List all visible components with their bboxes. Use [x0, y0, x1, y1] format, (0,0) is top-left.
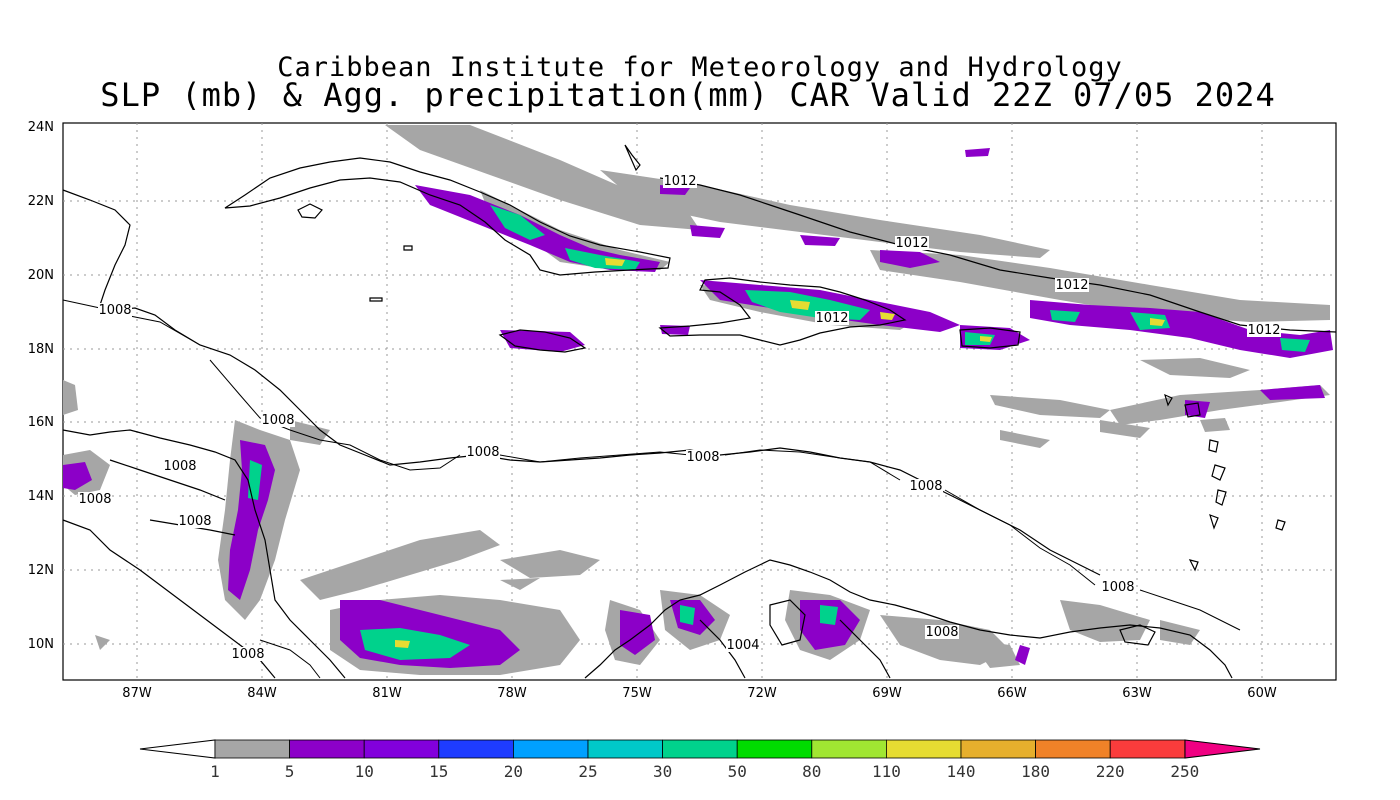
isobar-1008-mid-2: 1008 — [686, 450, 719, 465]
precip-intense-areas — [395, 258, 1165, 648]
colorbar-label-1: 1 — [210, 762, 220, 781]
lon-label-63w: 63W — [1122, 686, 1152, 701]
isobar-label-bg — [925, 625, 959, 639]
lon-label-72w: 72W — [747, 686, 777, 701]
colorbar-label-30: 30 — [653, 762, 672, 781]
colorbar-high-arrow — [1184, 739, 1261, 759]
lat-label-22n: 22N — [28, 194, 54, 209]
lat-label-10n: 10N — [28, 637, 54, 652]
lat-label-18n: 18N — [28, 342, 54, 357]
lon-label-81w: 81W — [372, 686, 402, 701]
isobar-1012-east: 1012 — [1247, 323, 1280, 338]
isobar-1008-panama: 1008 — [231, 647, 264, 662]
chart-subtitle: SLP (mb) & Agg. precipitation(mm) CAR Va… — [100, 76, 1276, 114]
lon-label-69w: 69W — [872, 686, 902, 701]
lon-label-66w: 66W — [997, 686, 1027, 701]
isobar-1008-central-am-3: 1008 — [178, 514, 211, 529]
isobar-1008-central-am-1: 1008 — [163, 459, 196, 474]
precipitation-colorbar: 1 5 10 15 20 25 30 50 80 110 140 180 220 250 — [139, 739, 1261, 781]
longitude-labels: 87W 84W 81W 78W 75W 72W 69W 66W 63W 60W — [122, 686, 1277, 701]
colorbar-label-250: 250 — [1170, 762, 1199, 781]
lon-label-78w: 78W — [497, 686, 527, 701]
precip-light-areas — [63, 125, 1330, 675]
lat-label-16n: 16N — [28, 415, 54, 430]
isobar-labels: 1012 1012 1012 1012 1012 1008 1008 1008 1008 1008… — [78, 174, 1281, 662]
colorbar-cell-1 — [289, 739, 365, 759]
lat-label-12n: 12N — [28, 563, 54, 578]
isobar-label-bg — [895, 236, 929, 250]
isobar-label-bg — [1247, 323, 1281, 337]
isobar-label-bg — [815, 311, 849, 325]
isobar-label-bg — [98, 303, 132, 317]
colorbar-label-220: 220 — [1096, 762, 1125, 781]
isobar-1008-venezuela: 1008 — [925, 625, 958, 640]
colorbar-cell-9 — [886, 739, 962, 759]
lon-label-60w: 60W — [1247, 686, 1277, 701]
isobar-1008-mid-1: 1008 — [466, 445, 499, 460]
isobar-1004-colombia: 1004 — [726, 638, 759, 653]
isobar-label-bg — [466, 445, 500, 459]
colorbar-cell-8 — [811, 739, 887, 759]
isobar-label-bg — [231, 647, 265, 661]
colorbar-cell-2 — [363, 739, 440, 759]
isobar-label-bg — [78, 492, 112, 506]
isobar-label-bg — [178, 514, 212, 528]
isobar-label-bg — [163, 459, 197, 473]
isobar-label-bg — [663, 174, 697, 188]
isobar-label-bg — [726, 638, 760, 652]
colorbar-label-15: 15 — [429, 762, 448, 781]
latitude-labels: 24N 22N 20N 18N 16N 14N 12N 10N — [28, 120, 54, 652]
isobar-label-bg — [1101, 580, 1135, 594]
colorbar-cell-11 — [1035, 739, 1111, 759]
isobar-label-bg — [261, 413, 295, 427]
lon-label-84w: 84W — [247, 686, 277, 701]
isobar-1012-bahamas: 1012 — [895, 236, 928, 251]
isobar-1012-puerto-rico: 1012 — [1055, 278, 1088, 293]
isobar-1012-north: 1012 — [663, 174, 696, 189]
isobar-1008-mid-3: 1008 — [909, 479, 942, 494]
isobar-1008-yucatan: 1008 — [98, 303, 131, 318]
colorbar-cell-0 — [214, 739, 290, 759]
lat-label-20n: 20N — [28, 268, 54, 283]
colorbar-label-20: 20 — [504, 762, 523, 781]
colorbar-cell-10 — [960, 739, 1036, 759]
colorbar-cell-6 — [662, 739, 738, 759]
colorbar-cell-3 — [438, 739, 514, 759]
isobar-1012-hispaniola: 1012 — [815, 311, 848, 326]
isobar-label-bg — [909, 479, 943, 493]
colorbar-label-5: 5 — [285, 762, 295, 781]
colorbar-label-140: 140 — [947, 762, 976, 781]
lon-label-75w: 75W — [622, 686, 652, 701]
isobar-1008-venezuela-east: 1008 — [1101, 580, 1134, 595]
isobar-1008-honduras: 1008 — [261, 413, 294, 428]
colorbar-label-50: 50 — [728, 762, 747, 781]
lat-label-24n: 24N — [28, 120, 54, 135]
colorbar-cell-5 — [587, 739, 663, 759]
isobar-1008-central-am-2: 1008 — [78, 492, 111, 507]
lat-label-14n: 14N — [28, 489, 54, 504]
chart-title: Caribbean Institute for Meteorology and … — [277, 52, 1123, 83]
colorbar-cell-4 — [513, 739, 589, 759]
isobars — [62, 299, 1241, 679]
isobar-label-bg — [686, 450, 720, 464]
colorbar-label-180: 180 — [1021, 762, 1050, 781]
lon-label-87w: 87W — [122, 686, 152, 701]
colorbar-label-80: 80 — [802, 762, 821, 781]
isobar-label-bg — [1055, 278, 1089, 292]
colorbar-cell-7 — [736, 739, 813, 759]
colorbar-label-110: 110 — [872, 762, 901, 781]
colorbar-low-arrow — [139, 739, 216, 759]
colorbar-label-10: 10 — [355, 762, 374, 781]
colorbar-cell-12 — [1109, 739, 1186, 759]
colorbar-label-25: 25 — [578, 762, 597, 781]
